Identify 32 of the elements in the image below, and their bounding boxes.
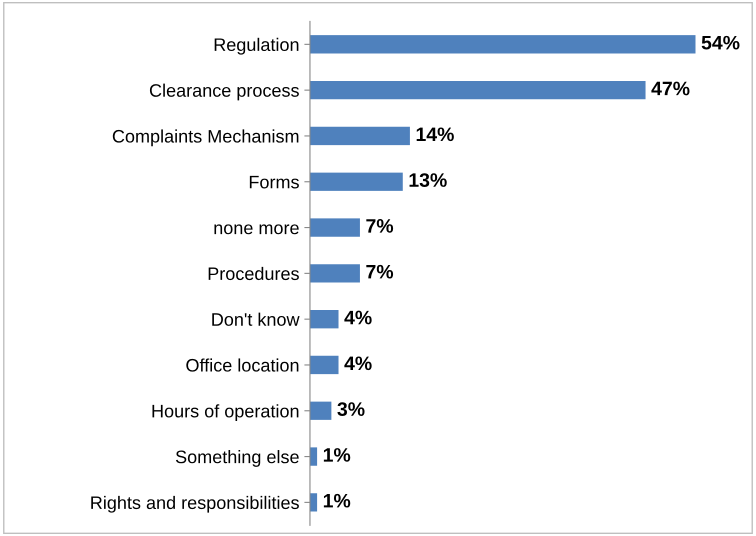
- data-label: 1%: [324, 494, 350, 508]
- data-label: 14%: [416, 127, 454, 142]
- y-tick-label: Forms: [250, 176, 299, 188]
- data-label: 4%: [344, 356, 372, 370]
- data-label: 54%: [702, 36, 740, 50]
- data-label: 13%: [410, 173, 447, 187]
- data-label: 47%: [651, 82, 690, 96]
- bar: [310, 35, 696, 54]
- bar: [310, 310, 339, 328]
- bar: [310, 493, 318, 512]
- bar: [310, 172, 403, 191]
- data-label: 1%: [324, 448, 350, 462]
- data-label: 4%: [344, 310, 372, 324]
- y-tick-label: Something else: [176, 450, 299, 467]
- bar: [310, 80, 646, 100]
- y-tick-label: Clearance process: [150, 84, 299, 100]
- bar: [310, 402, 332, 420]
- y-tick-label: Regulation: [214, 38, 298, 55]
- y-tick-label: none more: [214, 224, 299, 234]
- data-label: 7%: [366, 264, 394, 279]
- y-tick-label: Office location: [186, 358, 298, 372]
- bar: [310, 126, 410, 146]
- data-label: 7%: [366, 219, 394, 233]
- y-tick-label: Don't know: [212, 312, 300, 326]
- y-tick-label: Complaints Mechanism: [112, 129, 298, 146]
- y-tick-label: Rights and responsibilities: [91, 496, 299, 513]
- y-tick-label: Hours of operation: [152, 404, 298, 422]
- bar: [310, 264, 360, 283]
- y-tick-label: Procedures: [208, 266, 299, 280]
- data-label: 3%: [337, 402, 365, 416]
- bar: [310, 218, 360, 237]
- bar: [310, 356, 339, 374]
